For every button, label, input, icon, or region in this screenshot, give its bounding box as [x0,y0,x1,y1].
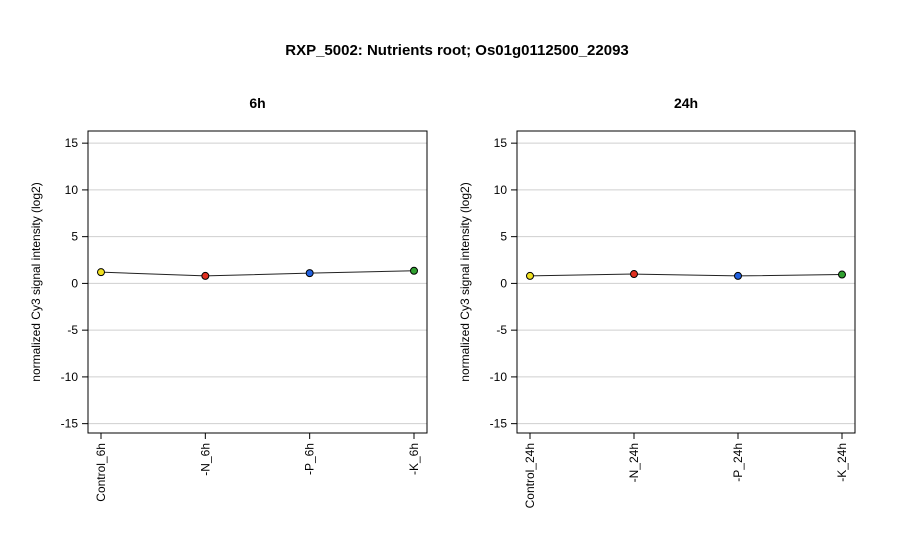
data-point [630,270,638,279]
x-tick-label: -P_6h [303,443,317,475]
y-axis-label: normalized Cy3 signal intensity (log2) [458,182,472,381]
y-tick-label: 5 [500,230,507,244]
data-point [97,268,105,277]
data-point [305,269,314,278]
y-tick-label: 10 [65,183,79,197]
y-tick-label: 5 [71,230,78,244]
x-tick-label: Control_24h [523,443,537,508]
y-tick-label: 0 [71,276,78,290]
data-point [734,271,742,280]
plot-frame [516,130,856,434]
chart-panel-1: 6h 15 10 5 0 -5 -10 -15 normalized Cy3 signal in… [29,95,428,502]
y-axis-label: normalized Cy3 signal intensity (log2) [29,182,43,381]
y-tick-label: 0 [500,276,507,290]
panel-title: 6h [249,95,265,111]
data-point [410,266,418,275]
y-tick-label: -10 [61,370,79,384]
x-tick-label: -N_24h [627,443,641,482]
y-tick-label: 15 [65,136,79,150]
data-point [838,270,846,279]
plot-frame [87,130,428,434]
series-line [529,273,843,277]
series-line [100,270,415,277]
x-tick-label: -K_6h [407,443,421,475]
data-point [201,271,210,280]
y-tick-label: -15 [61,417,79,431]
chart-panel-2: 24h 15 10 5 0 -5 -10 -15 normalized Cy3 signal i… [458,95,856,508]
y-tick-label: 15 [494,136,508,150]
y-tick-label: -10 [490,370,508,384]
x-tick-label: -N_6h [198,443,212,476]
panel-title: 24h [674,95,698,111]
y-tick-label: -5 [496,323,507,337]
y-tick-label: -5 [67,323,78,337]
main-title: RXP_5002: Nutrients root; Os01g0112500_2… [285,42,629,59]
x-tick-label: -P_24h [731,443,745,482]
data-point [526,271,534,280]
y-tick-label: 10 [494,183,508,197]
x-tick-label: -K_24h [835,443,849,482]
x-tick-label: Control_6h [94,443,108,502]
y-tick-label: -15 [490,417,508,431]
